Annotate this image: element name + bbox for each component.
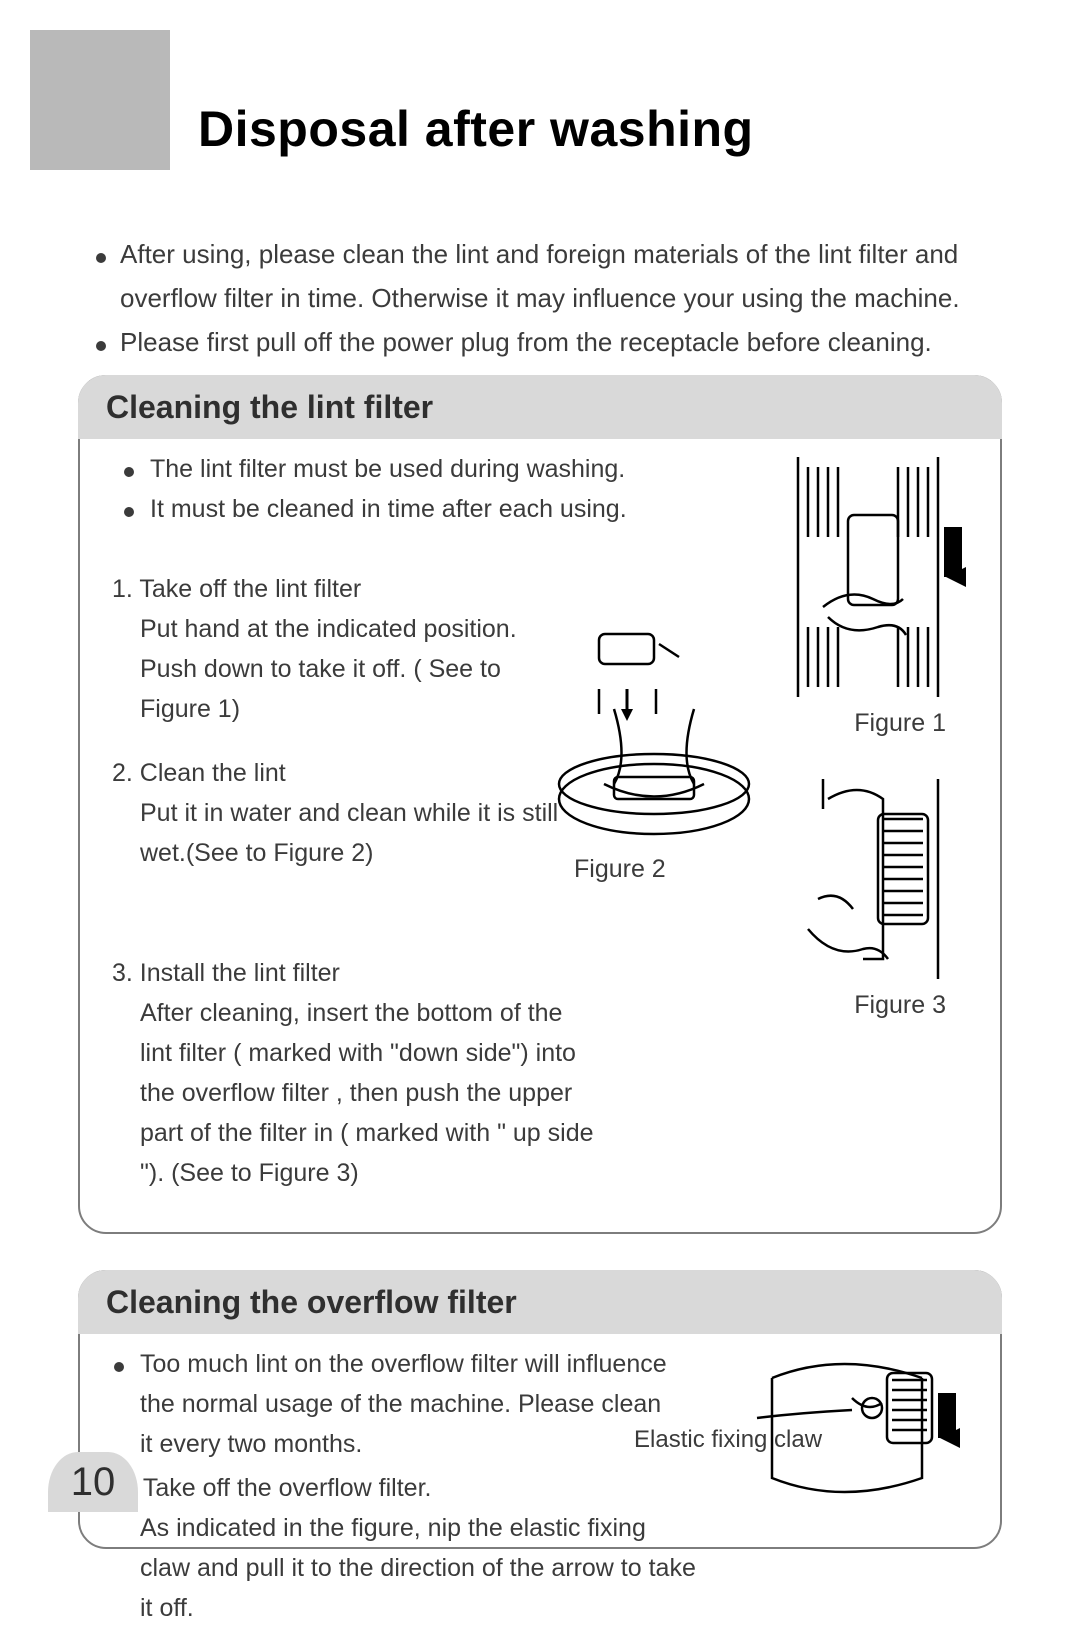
figure-1-label: Figure 1 [854,703,946,743]
figure-1-illustration [768,457,968,697]
section-body: Too much lint on the overflow filter wil… [104,1344,976,1531]
bullet-icon [96,320,120,364]
s2-step-body: As indicated in the figure, nip the elas… [140,1508,700,1628]
s1-bullet-1-text: The lint filter must be used during wash… [150,449,625,489]
section-body: The lint filter must be used during wash… [104,449,976,1216]
section-lint-filter: Cleaning the lint filter The lint filter… [78,375,1002,1234]
s2-bullet-text: Too much lint on the overflow filter wil… [140,1344,680,1464]
intro-text-2: Please first pull off the power plug fro… [120,320,932,364]
section-overflow-filter: Cleaning the overflow filter Too much li… [78,1270,1002,1549]
overflow-figure-illustration [752,1348,972,1508]
page-number: 10 [48,1452,138,1512]
step1-body: Put hand at the indicated position. Push… [140,609,550,729]
corner-decor [30,30,170,170]
figure-2-label: Figure 2 [574,849,666,889]
step-3: 3. Install the lint filter After cleanin… [112,953,976,1193]
bullet-icon [114,1344,140,1464]
step3-body: After cleaning, insert the bottom of the… [140,993,600,1193]
intro-bullet-2: Please first pull off the power plug fro… [96,320,1020,364]
bullet-icon [124,489,150,529]
figure-3-label: Figure 3 [854,985,946,1025]
intro-text-1: After using, please clean the lint and f… [120,232,1020,320]
manual-page: Disposal after washing After using, plea… [0,0,1080,1532]
bullet-icon [124,449,150,489]
bullet-icon [96,232,120,320]
intro-block: After using, please clean the lint and f… [96,232,1020,364]
step2-body: Put it in water and clean while it is st… [140,793,560,873]
intro-bullet-1: After using, please clean the lint and f… [96,232,1020,320]
s1-bullet-2-text: It must be cleaned in time after each us… [150,489,627,529]
section-header: Cleaning the overflow filter [78,1270,1002,1334]
page-title: Disposal after washing [198,100,754,158]
figure-3-illustration [768,779,968,979]
figure-2-illustration [544,629,764,849]
section-header: Cleaning the lint filter [78,375,1002,439]
